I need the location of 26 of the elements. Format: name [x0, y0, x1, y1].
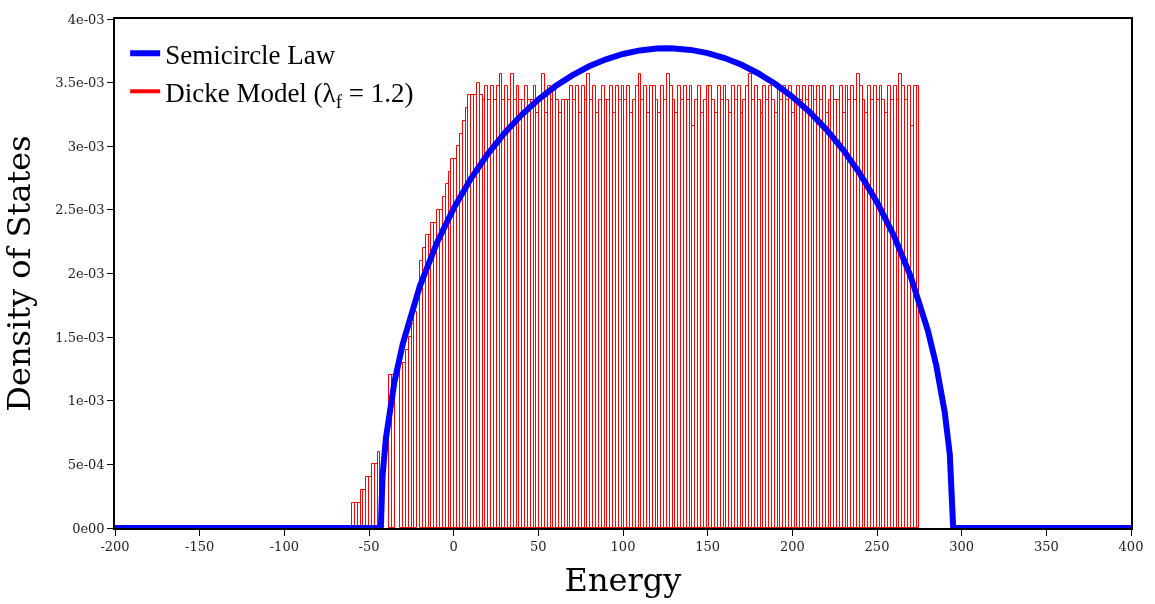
x-tick-label: 300: [949, 539, 975, 555]
x-tick-label: 0: [449, 539, 458, 555]
x-tick-label: 50: [530, 539, 547, 555]
x-tick-label: 150: [695, 539, 721, 555]
y-axis-title: Density of States: [0, 135, 39, 412]
x-tick-label: 350: [1033, 539, 1059, 555]
x-tick-label: -100: [269, 539, 299, 555]
x-tick-label: -50: [358, 539, 380, 555]
x-tick-label: -200: [100, 539, 130, 555]
y-tick-label: 3e-03: [67, 138, 105, 154]
x-tick-label: 200: [779, 539, 805, 555]
y-tick-label: 3.5e-03: [55, 75, 105, 91]
x-tick-label: 250: [864, 539, 890, 555]
y-tick-label: 1.5e-03: [55, 329, 105, 345]
legend-label: Semicircle Law: [165, 39, 336, 70]
x-tick-label: -150: [185, 539, 215, 555]
x-tick-label: 400: [1118, 539, 1144, 555]
y-tick-label: 4e-03: [67, 11, 105, 27]
y-tick-label: 5e-04: [67, 456, 105, 472]
y-tick-label: 2.5e-03: [55, 202, 105, 218]
y-tick-label: 0e00: [72, 520, 105, 536]
y-tick-label: 1e-03: [67, 393, 105, 409]
x-tick-label: 100: [610, 539, 636, 555]
y-tick-label: 2e-03: [67, 266, 105, 282]
legend-label: Dicke Model (λ$_{f}$ = 1.2): [165, 77, 414, 112]
x-axis-title: Energy: [564, 560, 682, 599]
